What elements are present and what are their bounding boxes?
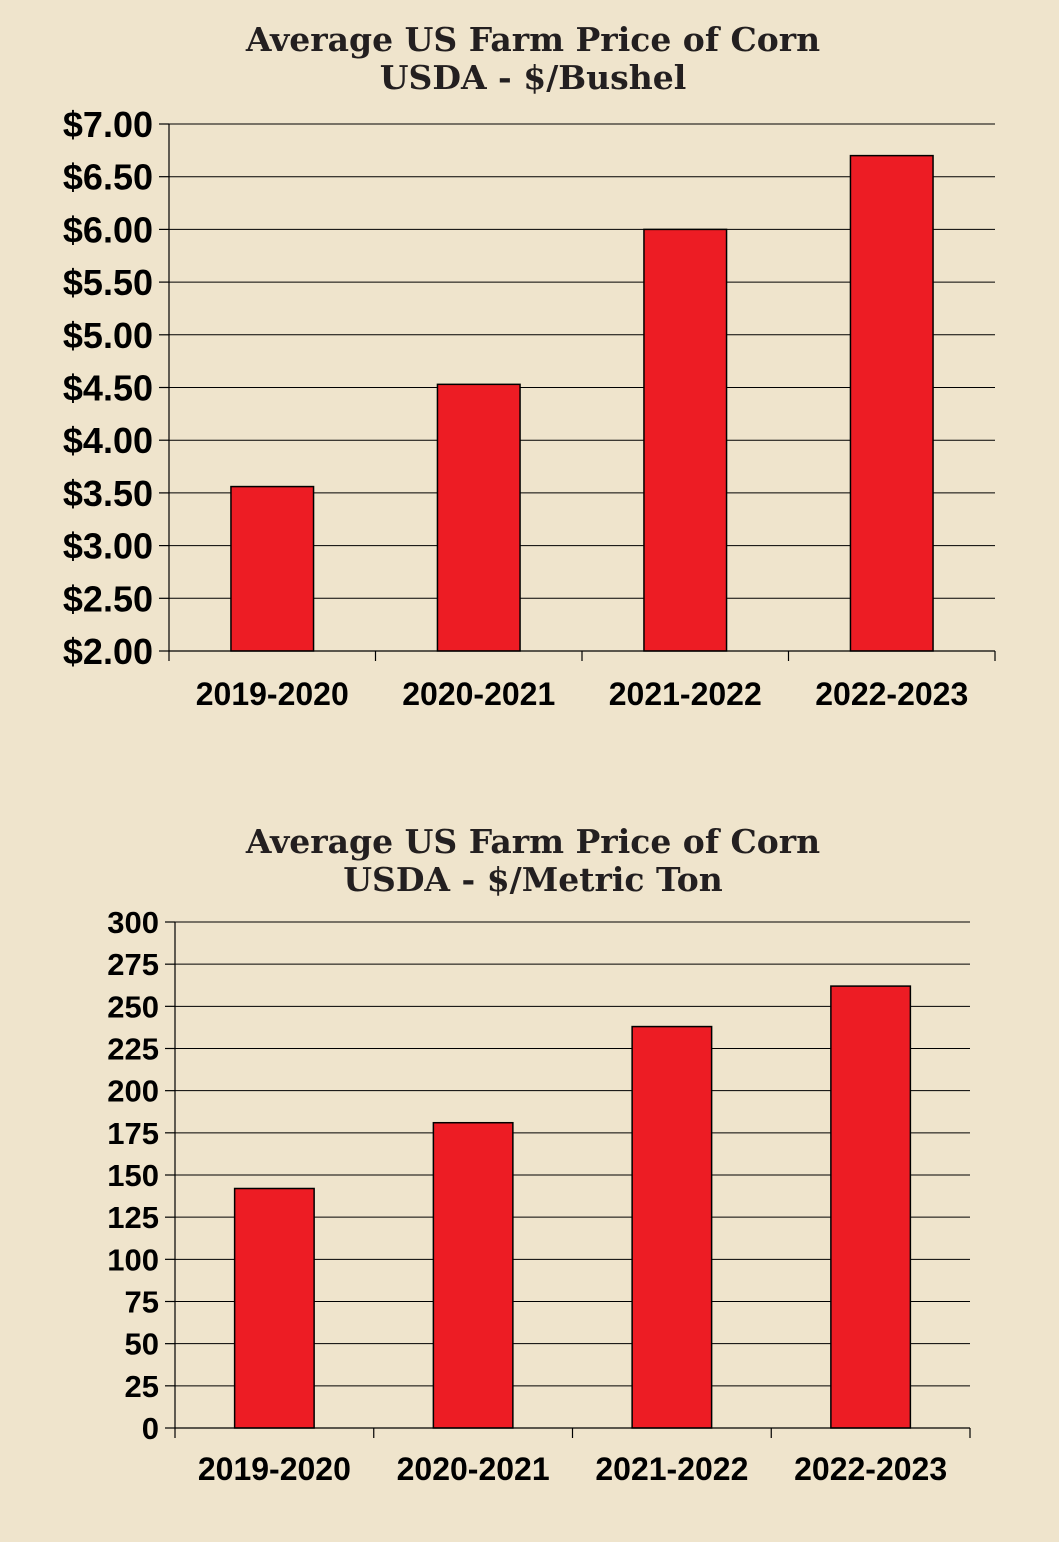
chart1-ytick-label: $4.50 [63, 368, 153, 409]
chart1-xtick-label: 2020-2021 [402, 676, 555, 712]
chart2-ytick-label: 200 [107, 1074, 159, 1109]
chart2-xtick-label: 2021-2022 [595, 1451, 748, 1487]
chart2-ytick-label: 300 [107, 905, 159, 940]
chart2-xtick-label: 2020-2021 [397, 1451, 550, 1487]
chart1-ytick-label: $2.00 [63, 631, 153, 672]
chart2-bar-2022-2023 [830, 985, 912, 1429]
chart2-bar-2020-2021 [432, 1121, 514, 1429]
chart2-ytick-label: 250 [107, 989, 159, 1024]
chart1-xtick-label: 2022-2023 [815, 676, 968, 712]
chart1-xtick-label: 2021-2022 [609, 676, 762, 712]
chart2-bar-2021-2022 [631, 1025, 713, 1429]
chart2-bar-2019-2020 [233, 1187, 315, 1429]
chart1-ytick-label: $4.00 [63, 420, 153, 461]
chart1-ytick-label: $6.50 [63, 157, 153, 198]
chart2-xtick-label: 2019-2020 [198, 1451, 351, 1487]
chart1-ytick-label: $6.00 [63, 209, 153, 250]
chart2-title-line1: Average US Farm Price of Corn [245, 822, 820, 861]
chart2-title-line2: USDA - $/Metric Ton [343, 860, 723, 899]
chart1-bar-2022-2023 [849, 154, 934, 652]
chart2-ytick-label: 125 [107, 1200, 159, 1235]
chart1-ytick-label: $7.00 [63, 104, 153, 145]
chart2-ytick-label: 100 [107, 1242, 159, 1277]
chart1-ytick-label: $3.50 [63, 473, 153, 514]
chart1-ytick-label: $5.50 [63, 262, 153, 303]
chart2-xtick-label: 2022-2023 [794, 1451, 947, 1487]
chart1-ytick-label: $3.00 [63, 526, 153, 567]
chart1-ytick-label: $2.50 [63, 578, 153, 619]
chart1-title-line2: USDA - $/Bushel [380, 58, 687, 97]
chart2-plot: 0 25 50 75 100 125 150 175 200 225 250 275 300 2019-2… [107, 905, 971, 1487]
chart2-ytick-label: 275 [107, 947, 159, 982]
chart2-ytick-label: 75 [125, 1285, 159, 1320]
chart2-ytick-label: 175 [107, 1116, 159, 1151]
chart2-ytick-label: 25 [125, 1369, 159, 1404]
chart2-ytick-label: 50 [125, 1327, 159, 1362]
chart1-bar-2021-2022 [643, 228, 728, 652]
chart2-ytick-label: 0 [142, 1411, 159, 1446]
chart1-bar-2019-2020 [230, 485, 315, 652]
chart1-title-line1: Average US Farm Price of Corn [245, 20, 820, 59]
chart1-bar-2020-2021 [436, 383, 521, 652]
chart1-xtick-label: 2019-2020 [196, 676, 349, 712]
chart1-ytick-label: $5.00 [63, 315, 153, 356]
chart2-ytick-label: 225 [107, 1032, 159, 1067]
chart2-ytick-label: 150 [107, 1158, 159, 1193]
chart1-plot: $2.00 $2.50 $3.00 $3.50 $4.00 $4.50 $5.00 $5.50… [63, 104, 996, 712]
